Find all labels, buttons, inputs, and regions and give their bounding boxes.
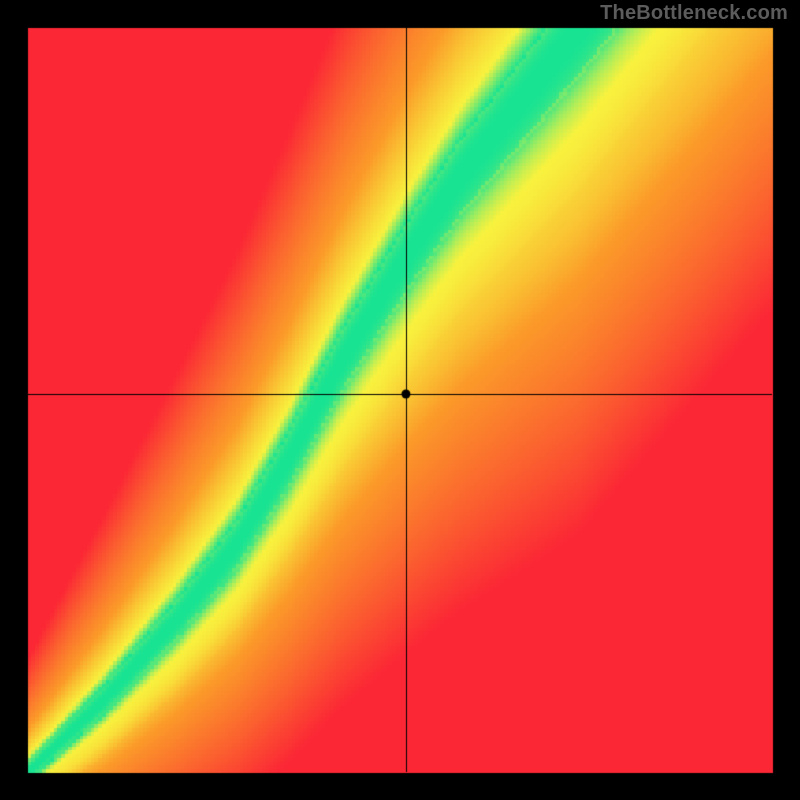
watermark-text: TheBottleneck.com — [600, 2, 788, 25]
bottleneck-heatmap-root: { "watermark": { "text": "TheBottleneck.… — [0, 0, 800, 800]
heatmap-canvas — [0, 0, 800, 800]
